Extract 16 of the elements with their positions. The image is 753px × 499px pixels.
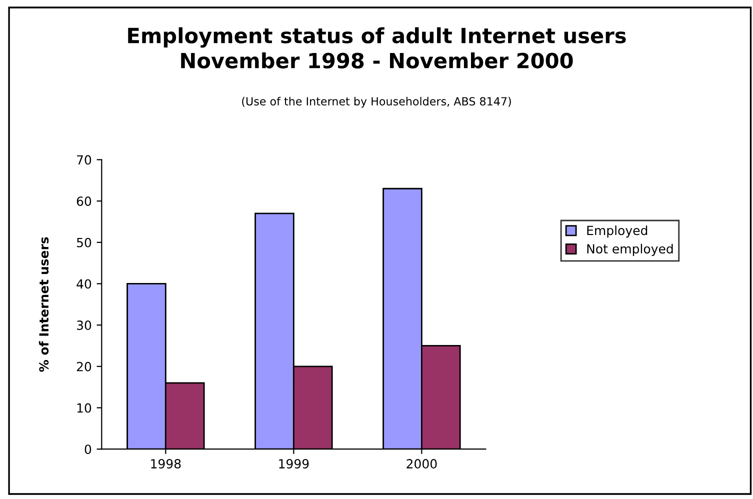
y-tick-label: 40: [76, 279, 92, 289]
y-tick-label: 50: [76, 238, 92, 248]
y-tick-label: 70: [77, 155, 92, 165]
y-tick-label: 60: [76, 196, 92, 206]
y-tick-label: 30: [76, 320, 92, 330]
y-tick-label: 10: [77, 403, 92, 413]
legend-label: Employed: [587, 225, 648, 238]
x-tick-label: 1999: [279, 459, 309, 468]
y-axis-title: % of Internet users: [38, 237, 49, 372]
chart-subtitle: (Use of the Internet by Householders, ABS 8147): [242, 96, 511, 108]
y-tick-label: 0: [84, 444, 92, 454]
x-tick-label: 2000: [406, 459, 437, 468]
x-tick-label: 1998: [151, 459, 181, 468]
chart-title: Employment status of adult Internet users November 1998 - November 2000: [128, 27, 626, 68]
y-tick-label: 20: [76, 362, 92, 372]
legend-label: Not employed: [587, 244, 673, 256]
